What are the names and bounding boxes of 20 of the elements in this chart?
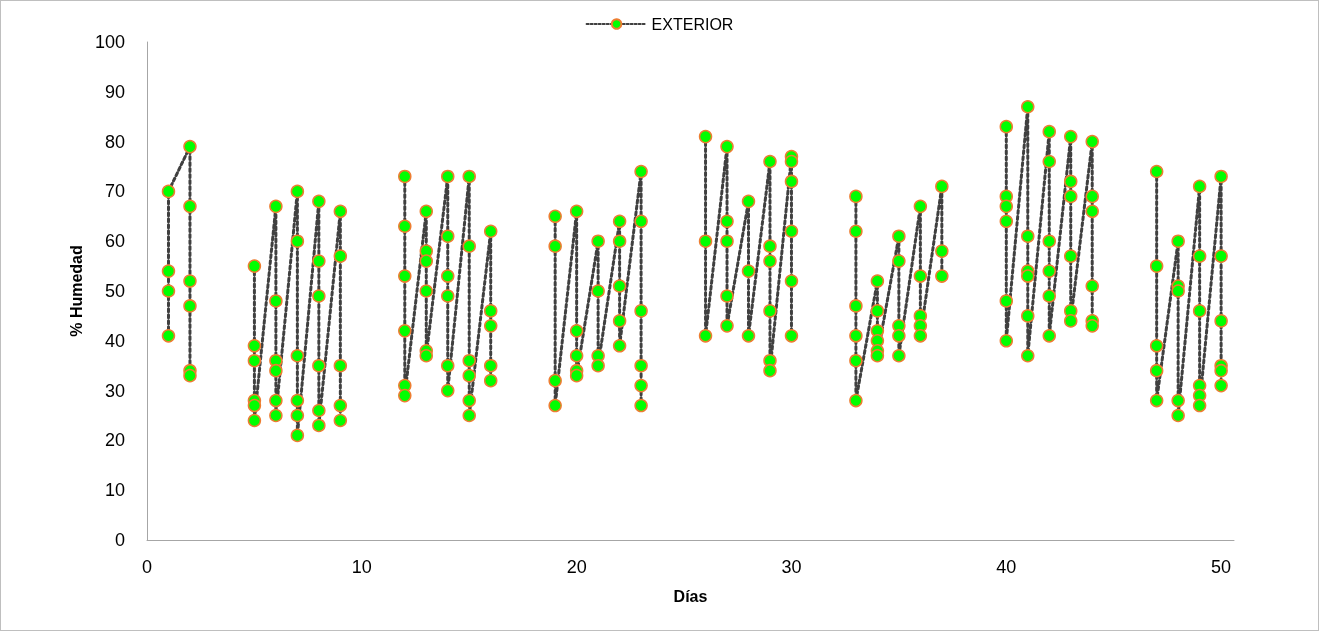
y-tick-label: 80 — [104, 131, 125, 152]
y-tick-label: 70 — [104, 181, 125, 202]
y-tick-label: 40 — [104, 330, 125, 351]
legend-label: EXTERIOR — [651, 15, 734, 33]
y-tick-label: 20 — [104, 430, 125, 451]
y-tick-label: 10 — [104, 480, 125, 501]
x-axis-title: Días — [673, 587, 708, 605]
x-tick-label: 40 — [996, 557, 1017, 577]
x-tick-label: 30 — [781, 557, 802, 577]
x-tick-label: 20 — [566, 557, 587, 577]
y-tick-label: 30 — [104, 380, 125, 401]
x-tick-label: 10 — [351, 557, 372, 577]
y-tick-label: 90 — [104, 81, 125, 102]
x-tick-label: 0 — [141, 557, 153, 577]
y-axis-title: % Humedad — [67, 245, 85, 337]
y-tick-label: 50 — [104, 281, 125, 301]
y-tick-label: 60 — [104, 231, 125, 252]
y-tick-label: 0 — [114, 530, 125, 550]
y-tick-label: 100 — [94, 32, 125, 52]
x-tick-label: 50 — [1211, 557, 1232, 577]
